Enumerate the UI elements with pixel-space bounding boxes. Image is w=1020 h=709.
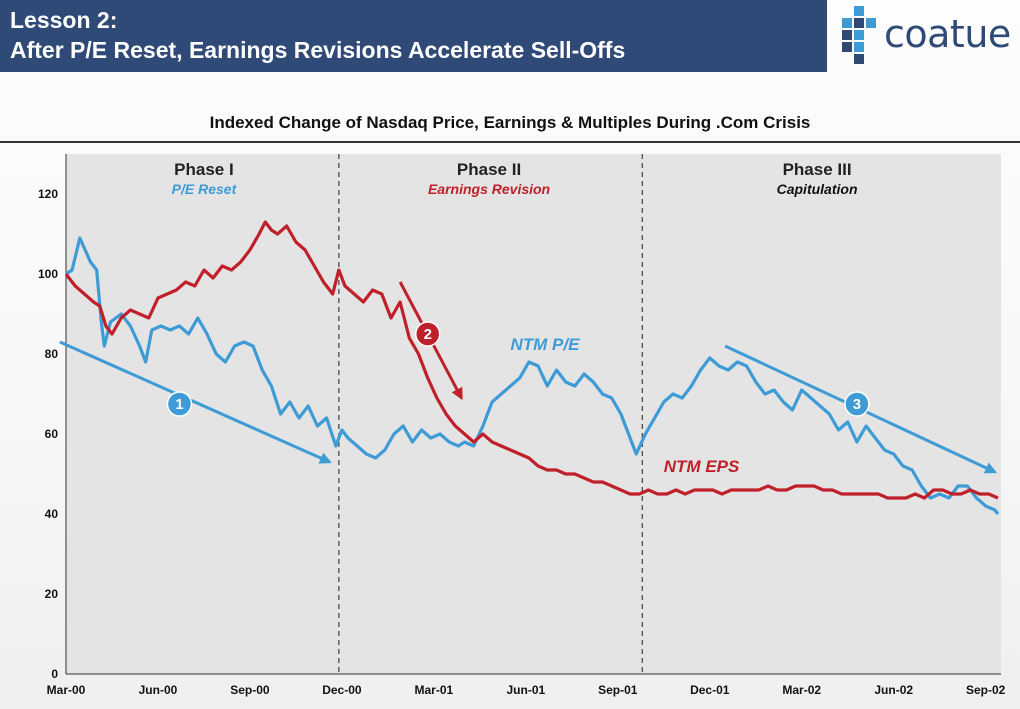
- phase-subtitle-3: Capitulation: [777, 181, 858, 197]
- annotation-number-3: 3: [853, 396, 861, 413]
- x-tick-label: Mar-01: [415, 683, 454, 697]
- y-tick-label: 120: [38, 187, 58, 201]
- series-line-ntm-p-e: [65, 236, 1000, 515]
- annotation-badge-3: [844, 391, 870, 417]
- annotation-badge-2: [414, 321, 441, 347]
- header-band: [0, 0, 827, 72]
- series-line-ntm-eps: [64, 220, 999, 500]
- x-tick-label: Sep-02: [966, 683, 1006, 697]
- logo-text: coatue: [884, 12, 1011, 56]
- phase-name-1: Phase I: [174, 160, 234, 179]
- series-label-ntm-eps: NTM EPS: [664, 457, 740, 476]
- x-tick-label: Jun-00: [139, 683, 178, 697]
- x-tick-label: Sep-00: [230, 683, 270, 697]
- phase-name-2: Phase II: [457, 160, 521, 179]
- y-tick-label: 100: [38, 267, 58, 281]
- x-tick-label: Jun-01: [506, 683, 545, 697]
- slide-title: Lesson 2: After P/E Reset, Earnings Revi…: [10, 5, 625, 65]
- chart-title: Indexed Change of Nasdaq Price, Earnings…: [209, 113, 811, 132]
- x-tick-label: Jun-02: [874, 683, 913, 697]
- y-tick-label: 0: [51, 667, 58, 681]
- phase-name-3: Phase III: [783, 160, 852, 179]
- coatue-logo: coatue: [838, 4, 1018, 70]
- annotation-number-2: 2: [424, 326, 432, 343]
- y-tick-label: 20: [45, 587, 59, 601]
- annotation-badge-1: [166, 391, 193, 417]
- y-tick-label: 40: [45, 507, 59, 521]
- title-rule: [0, 141, 1020, 143]
- y-tick-label: 60: [45, 427, 59, 441]
- phase-subtitle-1: P/E Reset: [172, 181, 238, 197]
- annotation-arrow-1: [59, 340, 332, 464]
- x-tick-label: Sep-01: [598, 683, 638, 697]
- line-chart: 0 20 40 60 80 100 120 Mar-00 Jun-00 Sep-00 Dec-00 M…: [38, 154, 1006, 697]
- slide-title-line2: After P/E Reset, Earnings Revisions Acce…: [10, 37, 626, 63]
- slide-title-line1: Lesson 2:: [10, 7, 118, 33]
- x-tick-label: Dec-00: [322, 683, 362, 697]
- x-tick-label: Mar-00: [47, 683, 86, 697]
- series-label-ntm-p-e: NTM P/E: [511, 335, 581, 354]
- x-tick-label: Dec-01: [690, 683, 730, 697]
- phase-subtitle-2: Earnings Revision: [428, 181, 550, 197]
- logo-mark-icon: [842, 6, 876, 64]
- x-tick-label: Mar-02: [782, 683, 821, 697]
- y-tick-label: 80: [45, 347, 59, 361]
- annotation-number-1: 1: [175, 396, 183, 413]
